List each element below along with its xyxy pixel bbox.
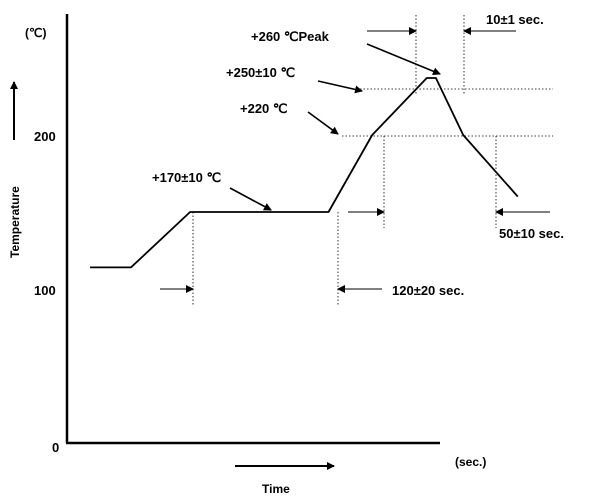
time-interval-markers bbox=[160, 27, 550, 293]
preheat-time-label: 120±20 sec. bbox=[392, 283, 464, 298]
reflow-temp-label: +220 ℃ bbox=[240, 101, 288, 116]
y-tick-label: 200 bbox=[34, 129, 56, 144]
reflow-temp-pointer bbox=[307, 111, 339, 135]
y-axis-title: Temperature bbox=[8, 186, 22, 258]
x-unit-label: (sec.) bbox=[455, 455, 486, 469]
soak-temp-label: +250±10 ℃ bbox=[226, 65, 295, 80]
preheat-temp-label: +170±10 ℃ bbox=[152, 170, 221, 185]
y-unit-label: (℃) bbox=[25, 26, 46, 40]
y-tick-label: 0 bbox=[52, 440, 59, 455]
peak-temp-label: +260 ℃Peak bbox=[251, 29, 330, 44]
y-tick-label: 100 bbox=[34, 283, 56, 298]
x-axis-title: Time bbox=[262, 482, 290, 496]
annotation-pointers bbox=[229, 43, 441, 211]
temperature-profile-line bbox=[90, 77, 519, 269]
preheat-temp-pointer bbox=[229, 187, 272, 211]
peak-temp-pointer bbox=[366, 43, 441, 76]
reflow-time-label: 50±10 sec. bbox=[499, 226, 564, 241]
reference-lines bbox=[192, 15, 553, 305]
peak-time-label: 10±1 sec. bbox=[486, 12, 544, 27]
soak-temp-pointer bbox=[317, 80, 363, 94]
